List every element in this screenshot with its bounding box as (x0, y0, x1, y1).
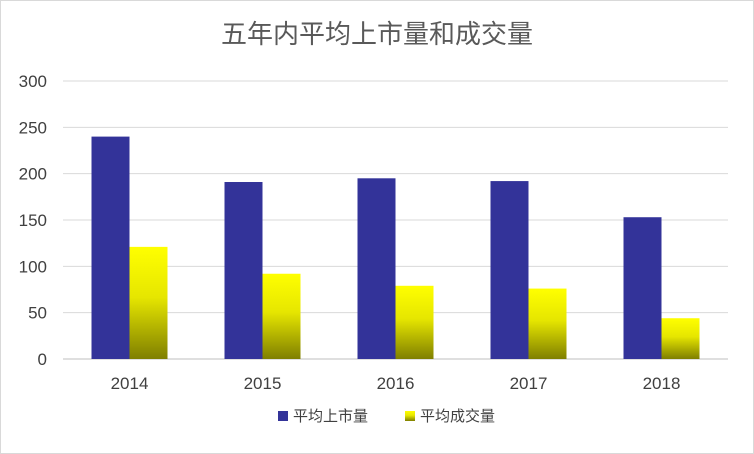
legend-label: 平均成交量 (420, 407, 495, 425)
bar-listing (490, 181, 529, 359)
bar-listing (224, 182, 263, 359)
y-tick-label: 50 (28, 304, 47, 323)
legend-swatch-deal (405, 411, 415, 421)
legend-swatch-listing (278, 411, 288, 421)
x-tick-label: 2014 (111, 374, 149, 393)
bar-listing (623, 217, 662, 359)
bar-deal (661, 318, 700, 359)
bar-listing (357, 178, 396, 359)
y-tick-label: 250 (19, 118, 47, 137)
y-tick-label: 0 (38, 350, 47, 369)
y-tick-label: 150 (19, 211, 47, 230)
bar-deal (528, 288, 567, 359)
x-tick-label: 2018 (643, 374, 681, 393)
y-tick-label: 200 (19, 165, 47, 184)
y-tick-label: 300 (19, 72, 47, 91)
chart-title: 五年内平均上市量和成交量 (220, 20, 533, 50)
y-tick-label: 100 (19, 257, 47, 276)
bar-deal (262, 273, 301, 359)
x-tick-label: 2015 (244, 374, 282, 393)
x-tick-label: 2017 (510, 374, 548, 393)
bar-listing (91, 136, 130, 359)
bar-deal (395, 285, 434, 359)
legend-label: 平均上市量 (293, 407, 368, 425)
bar-deal (129, 246, 168, 359)
x-tick-label: 2016 (377, 374, 415, 393)
